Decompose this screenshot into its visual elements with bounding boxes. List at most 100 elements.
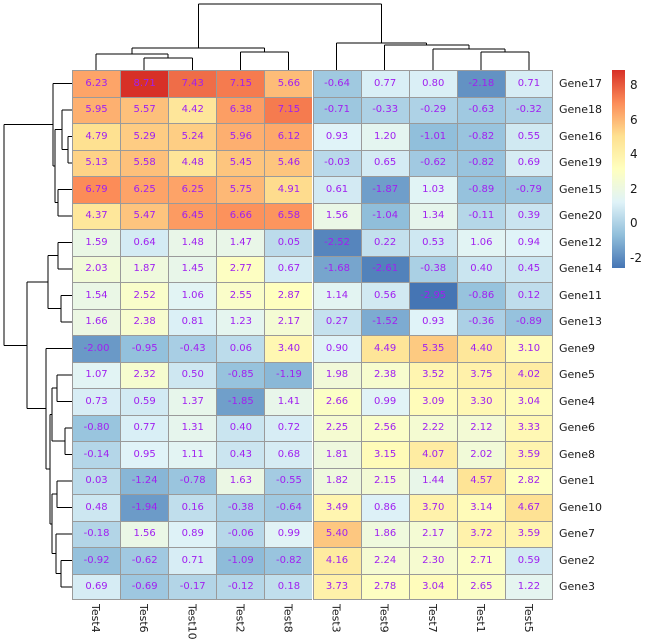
heatmap-cell: 1.14: [312, 282, 361, 309]
row-label: Gene17: [559, 76, 603, 90]
row-label: Gene16: [559, 129, 603, 143]
heatmap-cell: -0.32: [504, 96, 553, 123]
heatmap-cell: 3.15: [360, 441, 409, 468]
heatmap-cell: 3.73: [312, 573, 361, 600]
heatmap-cell: 0.16: [168, 494, 217, 521]
heatmap-cell: 0.64: [120, 229, 169, 256]
legend-tick-label: -2: [630, 250, 642, 265]
heatmap-cell: 2.82: [504, 467, 553, 494]
heatmap-cell: -1.19: [264, 361, 313, 388]
heatmap-cell: 3.14: [456, 494, 505, 521]
heatmap-cell: 2.17: [264, 308, 313, 335]
heatmap-cell: 8.71: [120, 70, 169, 97]
column-label: Test4: [89, 604, 103, 633]
heatmap-cell: 2.66: [312, 388, 361, 415]
heatmap-cell: 0.68: [264, 441, 313, 468]
heatmap-cell: 1.59: [72, 229, 121, 256]
heatmap-cell: 4.49: [360, 335, 409, 362]
heatmap-cell: -0.89: [456, 176, 505, 203]
heatmap-cell: 0.73: [72, 388, 121, 415]
heatmap-cell: -0.82: [264, 547, 313, 574]
heatmap-cell: 1.45: [168, 255, 217, 282]
heatmap-cell: 1.87: [120, 255, 169, 282]
heatmap-cell: -0.82: [456, 149, 505, 176]
heatmap-cell: 2.65: [456, 573, 505, 600]
heatmap-cell: 2.30: [408, 547, 457, 574]
heatmap-cell: -0.33: [360, 96, 409, 123]
heatmap-cell: 0.93: [312, 123, 361, 150]
heatmap-cell: 0.77: [120, 414, 169, 441]
heatmap-cell: 5.57: [120, 96, 169, 123]
heatmap-cell: 7.15: [264, 96, 313, 123]
row-label: Gene15: [559, 182, 603, 196]
heatmap-cell: 1.81: [312, 441, 361, 468]
heatmap-cell: 4.57: [456, 467, 505, 494]
heatmap-cell: 1.03: [408, 176, 457, 203]
heatmap-cell: 1.63: [216, 467, 265, 494]
heatmap-cell: 0.99: [360, 388, 409, 415]
heatmap-cell: 1.56: [120, 520, 169, 547]
heatmap-cell: 1.22: [504, 573, 553, 600]
heatmap-cell: 0.99: [264, 520, 313, 547]
heatmap-cell: -0.11: [456, 202, 505, 229]
heatmap-cell: 0.69: [72, 573, 121, 600]
heatmap-cell: 2.52: [120, 282, 169, 309]
heatmap-cell: 0.59: [120, 388, 169, 415]
heatmap-cell: -1.94: [120, 494, 169, 521]
heatmap-cell: 3.49: [312, 494, 361, 521]
heatmap-cell: 1.20: [360, 123, 409, 150]
heatmap-cell: 0.61: [312, 176, 361, 203]
row-dendrogram: [3, 82, 72, 588]
heatmap-cell: 6.25: [168, 176, 217, 203]
heatmap-cell: -0.06: [216, 520, 265, 547]
heatmap-cell: -1.09: [216, 547, 265, 574]
heatmap-cell: 0.59: [504, 547, 553, 574]
heatmap-cell: -1.04: [360, 202, 409, 229]
row-label: Gene4: [559, 394, 596, 408]
heatmap-cell: 0.53: [408, 229, 457, 256]
heatmap-cell: -2.52: [312, 229, 361, 256]
heatmap-cell: 0.72: [264, 414, 313, 441]
heatmap-cell: 6.45: [168, 202, 217, 229]
heatmap-cell: 5.35: [408, 335, 457, 362]
heatmap-cell: -2.61: [360, 255, 409, 282]
row-label: Gene13: [559, 315, 603, 329]
heatmap-cell: 3.04: [504, 388, 553, 415]
heatmap-cell: 1.54: [72, 282, 121, 309]
row-label: Gene6: [559, 421, 596, 435]
heatmap-cell: 4.79: [72, 123, 121, 150]
heatmap-cell: 0.77: [360, 70, 409, 97]
row-label: Gene8: [559, 447, 596, 461]
heatmap-cell: 0.71: [504, 70, 553, 97]
heatmap-cell: 4.67: [504, 494, 553, 521]
heatmap-cell: 2.87: [264, 282, 313, 309]
heatmap-cell: 2.02: [456, 441, 505, 468]
column-label: Test3: [329, 604, 343, 633]
column-label: Test9: [377, 604, 391, 633]
column-dendrogram: [95, 3, 530, 70]
heatmap-cell: 0.65: [360, 149, 409, 176]
heatmap-cell: -0.86: [456, 282, 505, 309]
heatmap-cell: 1.82: [312, 467, 361, 494]
heatmap-cell: -1.52: [360, 308, 409, 335]
heatmap-cell: 0.56: [360, 282, 409, 309]
heatmap-cell: 6.25: [120, 176, 169, 203]
heatmap-cell: -0.36: [456, 308, 505, 335]
column-label: Test7: [425, 604, 439, 633]
heatmap-cell: -0.71: [312, 96, 361, 123]
heatmap-cell: 1.11: [168, 441, 217, 468]
heatmap-cell: 5.75: [216, 176, 265, 203]
heatmap-cell: -0.29: [408, 96, 457, 123]
heatmap-cell: 3.72: [456, 520, 505, 547]
heatmap-cell: 1.06: [456, 229, 505, 256]
legend-tick-label: 8: [630, 78, 638, 93]
row-label: Gene14: [559, 262, 603, 276]
heatmap-cell: -0.12: [216, 573, 265, 600]
heatmap-cell: 0.67: [264, 255, 313, 282]
heatmap-cell: 1.48: [168, 229, 217, 256]
heatmap-cell: -1.85: [216, 388, 265, 415]
heatmap-cell: 5.47: [120, 202, 169, 229]
heatmap-cell: 1.47: [216, 229, 265, 256]
